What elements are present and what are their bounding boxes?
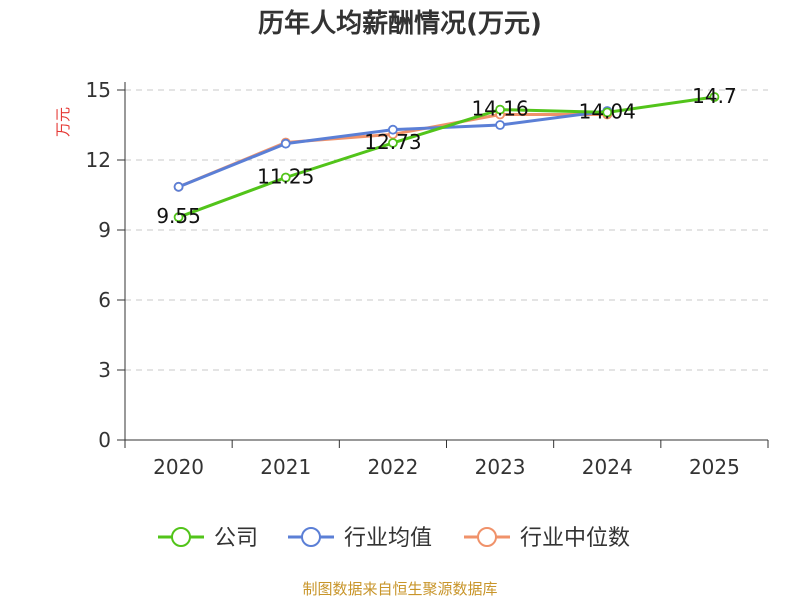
data-point bbox=[602, 107, 613, 118]
legend-item-1: 行业均值 bbox=[288, 526, 432, 551]
gridlines bbox=[125, 89, 768, 371]
data-point bbox=[495, 104, 505, 115]
data-label: 14.16 bbox=[471, 97, 528, 121]
data-point bbox=[388, 124, 398, 135]
legend-marker bbox=[477, 527, 497, 547]
legend-marker bbox=[301, 527, 321, 547]
data-point bbox=[495, 120, 505, 130]
source-note: 制图数据来自恒生聚源数据库 bbox=[302, 580, 497, 598]
y-tick-label: 15 bbox=[86, 78, 111, 102]
y-tick-label: 3 bbox=[98, 358, 111, 382]
data-point bbox=[280, 172, 291, 183]
y-tick-label: 0 bbox=[98, 428, 111, 452]
series-lines bbox=[173, 92, 720, 223]
data-label: 14.04 bbox=[579, 99, 636, 123]
legend-label: 行业均值 bbox=[344, 526, 432, 551]
y-axis-label: 万元 bbox=[54, 107, 72, 137]
x-tick-labels: 2020 2021 2022 2023 2024 2025 bbox=[153, 455, 740, 479]
legend: 公司 行业均值 行业中位数 bbox=[158, 526, 630, 551]
chart-title: 历年人均薪酬情况(万元) bbox=[258, 8, 542, 39]
series-0 bbox=[173, 92, 720, 223]
data-labels: 9.55 11.25 12.73 14.16 14.04 14.7 bbox=[156, 84, 736, 228]
data-point bbox=[173, 212, 184, 223]
series-line bbox=[178, 95, 715, 219]
x-tick-label: 2023 bbox=[475, 455, 526, 479]
data-point bbox=[709, 92, 720, 102]
y-tick-label: 9 bbox=[98, 218, 111, 242]
y-tick-labels: 0 3 6 9 12 15 bbox=[86, 78, 111, 452]
y-tick-label: 6 bbox=[98, 288, 111, 312]
x-tick-label: 2022 bbox=[367, 455, 418, 479]
data-label: 11.25 bbox=[257, 165, 314, 189]
legend-label: 行业中位数 bbox=[520, 526, 630, 551]
data-point bbox=[280, 138, 291, 149]
axes bbox=[117, 82, 769, 448]
x-tick-label: 2025 bbox=[689, 455, 740, 479]
legend-item-2: 行业中位数 bbox=[464, 526, 630, 551]
data-label: 9.55 bbox=[156, 204, 201, 228]
y-tick-label: 12 bbox=[86, 148, 111, 172]
legend-marker bbox=[171, 527, 191, 547]
data-label: 12.73 bbox=[364, 130, 421, 154]
data-point bbox=[388, 138, 398, 148]
x-tick-label: 2020 bbox=[153, 455, 204, 479]
data-point bbox=[173, 181, 184, 192]
x-tick-label: 2021 bbox=[260, 455, 311, 479]
data-label: 14.7 bbox=[692, 84, 737, 108]
legend-item-0: 公司 bbox=[158, 526, 258, 551]
x-tick-label: 2024 bbox=[582, 455, 633, 479]
legend-label: 公司 bbox=[214, 526, 258, 551]
